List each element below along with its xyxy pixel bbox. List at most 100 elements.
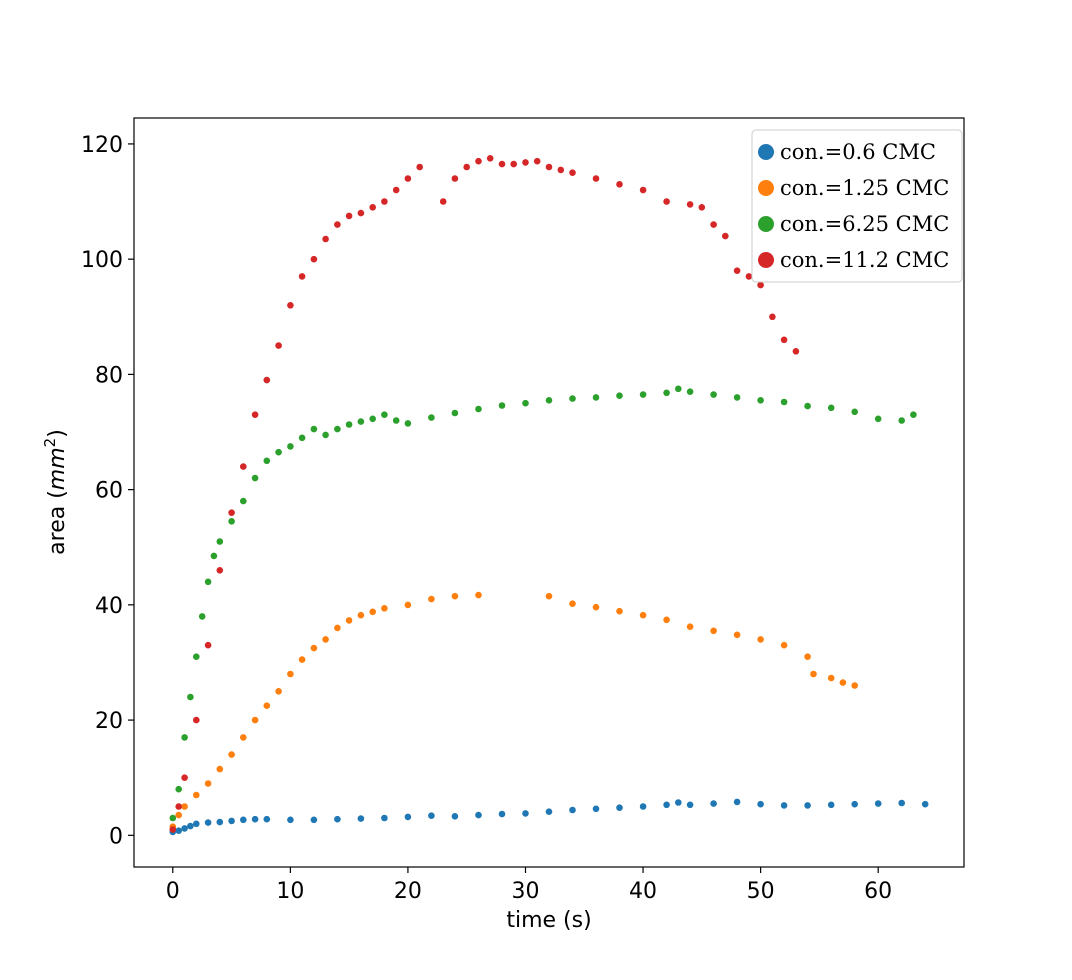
data-point	[392, 417, 400, 424]
data-point	[216, 818, 224, 826]
data-point	[298, 656, 306, 663]
data-point	[663, 198, 670, 205]
data-point	[780, 398, 788, 406]
data-point	[204, 819, 212, 826]
data-point	[204, 641, 212, 649]
data-point	[810, 670, 817, 678]
data-point	[545, 163, 553, 171]
data-point	[287, 443, 294, 450]
data-point	[663, 801, 670, 809]
data-point	[287, 302, 294, 309]
data-point	[569, 395, 576, 402]
data-point	[357, 815, 365, 822]
legend-marker	[758, 144, 774, 160]
data-point	[522, 159, 529, 166]
data-point	[827, 404, 835, 412]
data-point	[228, 751, 235, 758]
data-point	[345, 617, 353, 624]
legend-label: con.=0.6 CMC	[780, 140, 936, 164]
data-point	[686, 388, 694, 396]
y-tick-label: 40	[95, 594, 123, 619]
legend-label: con.=6.25 CMC	[780, 212, 949, 236]
data-point	[851, 408, 858, 416]
data-point	[592, 603, 600, 611]
data-point	[757, 636, 764, 643]
data-point	[193, 716, 200, 724]
data-point	[310, 644, 318, 652]
data-point	[322, 235, 329, 243]
data-point	[251, 716, 259, 724]
x-tick-label: 40	[629, 879, 657, 904]
y-axis-title-exp: 2	[41, 438, 59, 448]
data-point	[921, 800, 929, 808]
data-point	[228, 817, 235, 825]
data-point	[169, 826, 177, 833]
data-point	[451, 592, 459, 600]
data-point	[639, 186, 647, 194]
data-point	[545, 397, 553, 404]
data-point	[839, 679, 847, 686]
legend-label: con.=1.25 CMC	[780, 176, 949, 200]
data-point	[675, 385, 682, 393]
data-point	[357, 611, 365, 619]
data-point	[381, 814, 388, 822]
data-point	[404, 813, 412, 821]
series-3	[169, 385, 917, 822]
data-point	[228, 509, 235, 516]
series-1	[169, 798, 929, 836]
data-point	[334, 624, 341, 632]
legend-label: con.=11.2 CMC	[780, 248, 949, 272]
data-point	[187, 693, 194, 701]
legend-box	[751, 129, 963, 283]
data-point	[175, 785, 182, 793]
data-point	[181, 825, 188, 832]
data-point	[804, 802, 811, 809]
data-point	[710, 800, 717, 807]
data-point	[345, 212, 353, 220]
data-point	[322, 431, 329, 439]
data-point	[428, 595, 435, 603]
data-point	[898, 417, 905, 424]
legend-marker	[758, 180, 774, 196]
data-point	[404, 601, 412, 609]
data-point	[522, 810, 529, 817]
legend-marker	[758, 216, 774, 232]
data-point	[175, 803, 182, 810]
y-tick-label: 20	[95, 709, 123, 734]
data-point	[216, 538, 224, 545]
data-point	[263, 815, 271, 823]
data-point	[322, 636, 329, 643]
data-point	[804, 653, 811, 660]
data-point	[298, 273, 306, 280]
legend: con.=0.6 CMC con.=1.25 CMC con.=6.25 CMC co…	[751, 129, 963, 283]
data-point	[381, 198, 388, 205]
data-point	[251, 815, 259, 823]
data-point	[545, 592, 553, 600]
data-point	[228, 518, 235, 525]
data-point	[193, 653, 200, 660]
data-point	[498, 160, 506, 168]
data-point	[745, 273, 753, 280]
y-tick-label: 100	[81, 248, 123, 273]
data-point	[463, 163, 471, 171]
y-tick-label: 80	[95, 363, 123, 388]
data-point	[240, 497, 247, 505]
y-tick-label: 0	[109, 824, 123, 849]
data-point	[310, 425, 318, 433]
data-point	[345, 421, 353, 428]
data-point	[451, 409, 459, 417]
legend-items: con.=0.6 CMC con.=1.25 CMC con.=6.25 CMC co…	[758, 140, 949, 272]
data-point	[569, 600, 576, 607]
data-point	[663, 389, 670, 397]
data-point	[475, 405, 482, 413]
data-point	[475, 811, 482, 819]
x-tick-label: 0	[166, 879, 180, 904]
data-point	[616, 181, 623, 188]
data-point	[686, 801, 694, 809]
data-point	[381, 411, 388, 419]
data-point	[204, 578, 212, 586]
data-point	[210, 552, 218, 560]
data-point	[874, 800, 882, 807]
